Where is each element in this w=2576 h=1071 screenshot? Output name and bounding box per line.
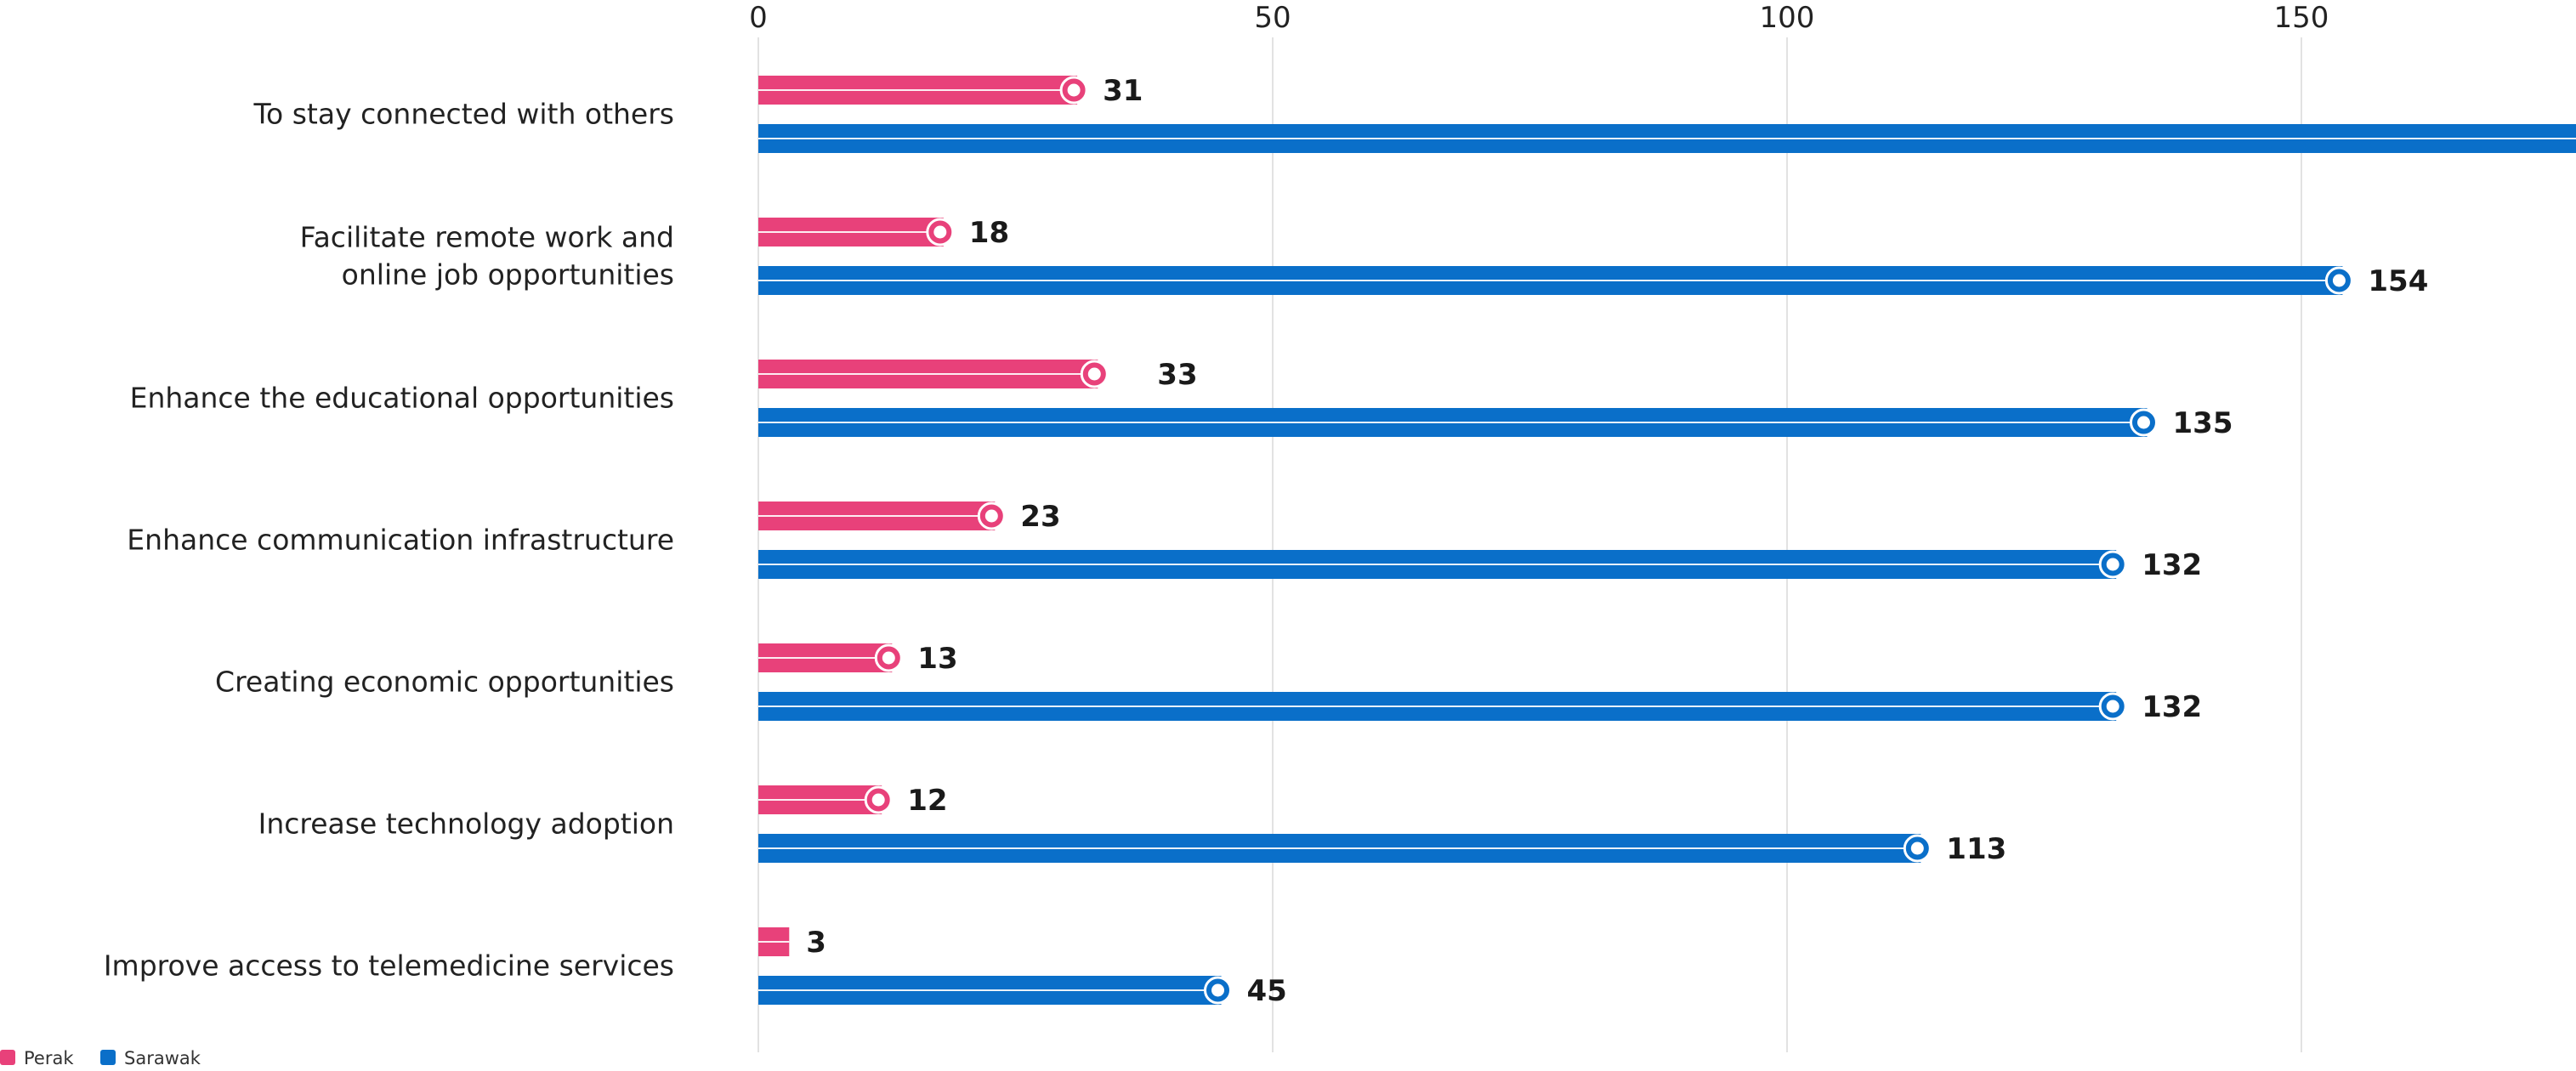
legend-item-perak: Perak — [0, 1048, 74, 1068]
x-tick-label: 0 — [749, 1, 768, 35]
category-label-line: Improve access to telemedicine services — [104, 949, 674, 983]
gridlines — [757, 37, 2302, 1052]
data-label: 45 — [1247, 974, 1287, 1008]
x-tick-label: 150 — [2274, 1, 2329, 35]
category-label-line: Enhance communication infrastructure — [127, 524, 674, 557]
bar-perak-1: 18 — [758, 216, 1009, 250]
data-label: 113 — [1946, 832, 2006, 866]
category-label-line: online job opportunities — [342, 258, 674, 292]
bar-end-marker-dot — [2137, 416, 2150, 429]
bar-sarawak-4: 132 — [758, 690, 2202, 724]
category-label-line: Enhance the educational opportunities — [130, 382, 674, 415]
data-label: 18 — [969, 216, 1009, 250]
bar-sarawak-0: 249 — [758, 124, 2576, 153]
data-label: 135 — [2173, 406, 2233, 440]
data-label: 132 — [2142, 548, 2202, 582]
x-tick-label: 100 — [1760, 1, 1815, 35]
category-label: Enhance communication infrastructure — [127, 524, 674, 557]
legend-label: Sarawak — [124, 1048, 201, 1068]
bar-end-marker-dot — [882, 651, 895, 665]
bar-end-marker-dot — [2106, 700, 2119, 713]
data-label: 31 — [1103, 74, 1143, 108]
category-label-line: Facilitate remote work and — [300, 221, 674, 254]
bar-end-marker-dot — [1910, 842, 1924, 855]
bar-end-marker-dot — [2332, 274, 2346, 287]
bar-end-marker-dot — [933, 225, 947, 239]
bar-end-marker-dot — [1087, 367, 1101, 381]
bar-sarawak-6: 45 — [758, 974, 1287, 1008]
bar-end-marker-dot — [871, 793, 885, 807]
bar-perak-0: 31 — [758, 74, 1143, 108]
data-label: 3 — [806, 926, 826, 960]
category-label: Creating economic opportunities — [215, 666, 674, 699]
bar-perak-4: 13 — [758, 642, 958, 676]
category-label: Improve access to telemedicine services — [104, 949, 674, 983]
bar-perak-3: 23 — [758, 500, 1061, 534]
legend-swatch — [0, 1050, 15, 1065]
category-label: Increase technology adoption — [258, 808, 674, 841]
bar-end-marker-dot — [984, 509, 998, 523]
bar-perak-2: 33 — [758, 358, 1198, 392]
category-label-line: Creating economic opportunities — [215, 666, 674, 699]
x-axis-ticks: 050100150200250300 — [749, 1, 2329, 35]
category-labels: To stay connected with others Facilitate … — [104, 98, 674, 983]
category-label-line: To stay connected with others — [252, 98, 674, 131]
legend-item-sarawak: Sarawak — [100, 1048, 201, 1068]
legend-swatch — [100, 1050, 116, 1065]
category-label-line: Increase technology adoption — [258, 808, 674, 841]
data-label: 132 — [2142, 690, 2202, 724]
bar-sarawak-5: 113 — [758, 832, 2006, 866]
legend-label: Perak — [24, 1048, 74, 1068]
bars: 31 249 18 154 33 135 23 132 13 132 12 113 3 45 — [758, 74, 2576, 1008]
bar-end-marker-dot — [1211, 983, 1224, 997]
category-label: Enhance the educational opportunities — [130, 382, 674, 415]
category-label: To stay connected with others — [252, 98, 674, 131]
bar-end-marker-dot — [2106, 558, 2119, 571]
bar-end-marker-dot — [1067, 83, 1081, 97]
data-label: 12 — [907, 784, 947, 818]
data-label: 23 — [1020, 500, 1060, 534]
bar-sarawak-1: 154 — [758, 264, 2428, 298]
bar-perak-6: 3 — [758, 926, 826, 960]
bar-sarawak-2: 135 — [758, 406, 2233, 440]
bar-perak-5: 12 — [758, 784, 948, 818]
data-label: 13 — [917, 642, 957, 676]
legend: Perak Sarawak — [0, 1048, 201, 1068]
data-label: 33 — [1157, 358, 1197, 392]
bar-sarawak-3: 132 — [758, 548, 2202, 582]
x-tick-label: 50 — [1254, 1, 1291, 35]
category-label: Facilitate remote work and online job opp… — [300, 221, 674, 292]
data-label: 154 — [2368, 264, 2428, 298]
